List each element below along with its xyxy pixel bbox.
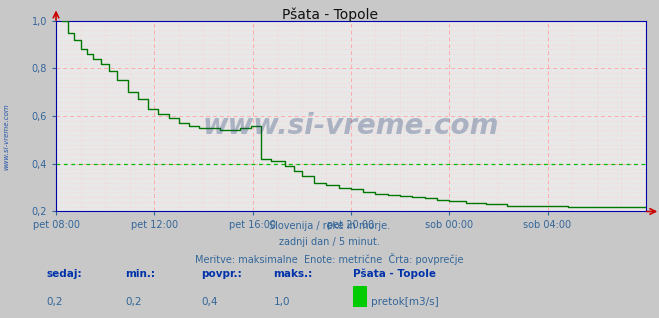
Text: min.:: min.: — [125, 269, 156, 279]
Text: Meritve: maksimalne  Enote: metrične  Črta: povprečje: Meritve: maksimalne Enote: metrične Črta… — [195, 253, 464, 265]
Text: Slovenija / reke in morje.: Slovenija / reke in morje. — [269, 221, 390, 231]
Text: Pšata - Topole: Pšata - Topole — [353, 268, 436, 279]
Text: zadnji dan / 5 minut.: zadnji dan / 5 minut. — [279, 237, 380, 247]
Text: povpr.:: povpr.: — [201, 269, 242, 279]
Text: 0,2: 0,2 — [125, 297, 142, 307]
Text: pretok[m3/s]: pretok[m3/s] — [371, 297, 439, 307]
Text: www.si-vreme.com: www.si-vreme.com — [203, 112, 499, 140]
Text: 0,2: 0,2 — [46, 297, 63, 307]
Text: 0,4: 0,4 — [201, 297, 217, 307]
Text: 1,0: 1,0 — [273, 297, 290, 307]
Text: sedaj:: sedaj: — [46, 269, 82, 279]
Text: Pšata - Topole: Pšata - Topole — [281, 8, 378, 23]
Text: maks.:: maks.: — [273, 269, 313, 279]
Text: www.si-vreme.com: www.si-vreme.com — [3, 103, 10, 170]
